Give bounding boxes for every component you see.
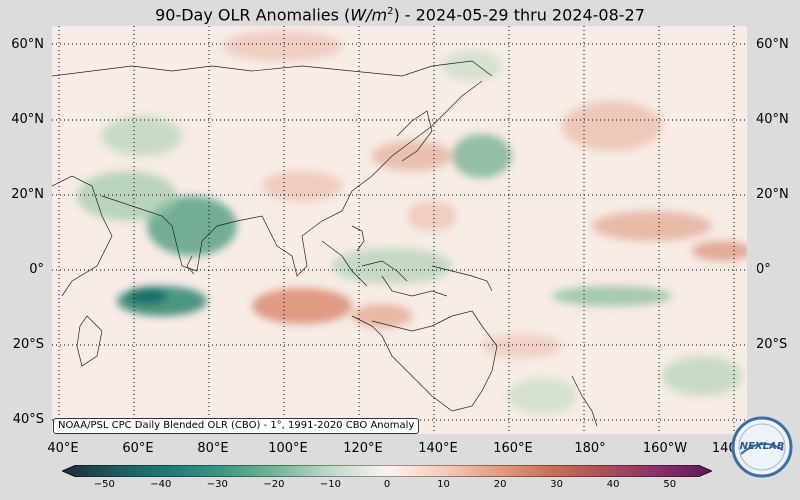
colorbar-tick-label: −10: [319, 479, 342, 490]
lon-label: 60°E: [122, 441, 154, 456]
lon-label: 180°: [574, 441, 606, 456]
colorbar-tick-label: −20: [263, 479, 285, 490]
colorbar-tick-label: −30: [206, 479, 228, 490]
colorbar-ticks: −50 −40 −30 −20 −10 0 10 20 30 40 50: [0, 479, 800, 493]
colorbar-tick-label: 30: [550, 479, 563, 490]
lon-label: 160°E: [493, 441, 533, 456]
lat-label-left: 20°N: [11, 187, 44, 202]
colorbar-tick-label: 40: [606, 479, 620, 490]
colorbar-tick-label: 50: [663, 479, 677, 490]
lat-label-left: 40°N: [11, 112, 44, 127]
olr-anomaly-map: [52, 26, 747, 434]
lat-label-right: 60°N: [756, 37, 789, 52]
lon-label: 40°E: [47, 441, 79, 456]
source-note: NOAA/PSL CPC Daily Blended OLR (CBO) - 1…: [53, 418, 420, 434]
logo-text: NEXLAB: [740, 441, 785, 452]
lat-label-right: 40°N: [756, 112, 789, 127]
colorbar: [60, 462, 714, 478]
lat-label-left: 40°S: [12, 412, 44, 427]
lon-label: 120°E: [343, 441, 383, 456]
colorbar-tick-label: 20: [493, 479, 507, 490]
lat-label-right: 20°S: [756, 337, 788, 352]
colorbar-tick-label: 0: [383, 479, 391, 490]
nexlab-logo-icon: NEXLAB: [731, 416, 793, 478]
map-title: 90-Day OLR Anomalies (W/m2) - 2024-05-29…: [155, 5, 645, 25]
lat-label-left: 0°: [29, 262, 44, 277]
lat-label-left: 60°N: [11, 37, 44, 52]
coastlines: [52, 60, 598, 427]
lon-label: 160°W: [642, 441, 688, 456]
graticule: [52, 26, 747, 434]
anomaly-field: [77, 31, 747, 414]
lon-label: 140°E: [418, 441, 458, 456]
colorbar-tick-label: −40: [150, 479, 172, 490]
lon-label: 100°E: [268, 441, 308, 456]
lon-label: 80°E: [197, 441, 229, 456]
lat-label-left: 20°S: [12, 337, 44, 352]
lat-label-right: 0°: [756, 262, 771, 277]
colorbar-tick-label: −50: [93, 479, 115, 490]
colorbar-tick-label: 10: [437, 479, 450, 490]
lat-label-right: 20°N: [756, 187, 789, 202]
